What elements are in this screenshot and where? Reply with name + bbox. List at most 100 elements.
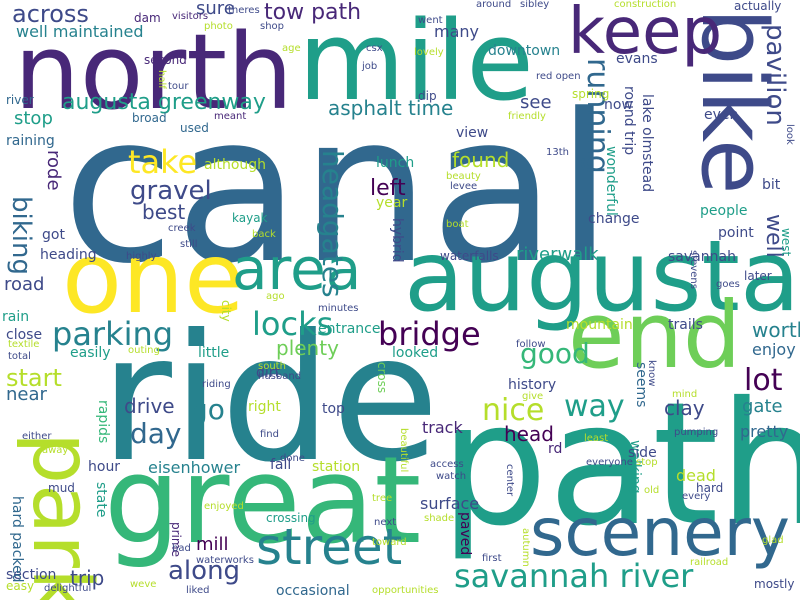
cloud-word: asphalt time [328,96,454,120]
cloud-word: dam [134,11,161,25]
cloud-word: shade [424,513,455,524]
cloud-word: way [564,389,625,424]
cloud-word: near [6,384,47,405]
cloud-word: worth [752,318,800,342]
cloud-word: left [370,176,406,201]
cloud-word: station [312,459,361,475]
cloud-word: south [258,361,286,372]
cloud-word: mud [48,481,75,495]
cloud-word: creek [168,223,196,234]
cloud-word: old [644,485,660,496]
cloud-word: pretty [740,422,789,441]
cloud-word: either [22,431,52,442]
cloud-word: paved [457,512,473,556]
cloud-word: shop [260,21,285,32]
cloud-word: right [248,399,281,415]
cloud-word: good [520,337,590,370]
cloud-word: now [604,97,633,113]
cloud-word: job [362,61,378,72]
cloud-word: city [219,300,233,322]
cloud-word: stevens [688,250,699,289]
cloud-word: csx [366,43,383,54]
cloud-word: great [104,432,422,571]
cloud-word: stop [636,457,658,468]
cloud-word: change [588,211,640,227]
cloud-word: minutes [318,303,359,314]
cloud-word: dirt [256,365,281,381]
cloud-word: heading [40,247,97,263]
cloud-word: age [282,43,301,54]
cloud-word: occasional [276,583,350,599]
cloud-word: glad [762,535,784,546]
cloud-word: every [682,491,711,502]
cloud-word: augusta greenway [62,90,266,115]
cloud-word: mill [196,534,229,555]
cloud-word: rd [548,441,563,457]
cloud-word: go [190,393,225,426]
cloud-word: second [144,53,187,67]
cloud-word: prime [169,522,183,557]
cloud-word: broad [132,111,167,125]
cloud-word: back [252,229,276,240]
cloud-word: pavilion [760,24,790,126]
cloud-word: evans [616,51,658,67]
cloud-word: little [198,345,230,361]
cloud-word: lake olmstead [639,94,655,193]
cloud-word: running [580,58,615,174]
cloud-word: fall [270,457,292,473]
cloud-word: away [42,445,69,456]
cloud-word: pumping [674,427,719,438]
cloud-word: autumn [520,528,531,567]
cloud-word: close [6,327,43,343]
cloud-word: state [93,482,109,518]
cloud-word: friendly [508,111,546,122]
cloud-word: top [322,401,345,417]
cloud-word: trails [668,317,703,333]
cloud-word: start [6,364,62,392]
cloud-word: tree [372,493,393,504]
cloud-word: around [476,0,512,10]
cloud-word: road [4,274,45,295]
cloud-word: construction [614,0,677,10]
cloud-word: west [779,228,793,257]
cloud-word: well [761,214,786,258]
cloud-word: tow path [264,0,362,25]
cloud-word: know [646,360,657,387]
cloud-word: end [568,282,742,389]
cloud-word: well maintained [16,22,144,41]
cloud-word: gate [742,396,783,417]
cloud-word: street [256,518,403,576]
cloud-word: boat [446,219,469,230]
cloud-word: first [482,553,502,564]
cloud-word: sure [196,0,235,19]
cloud-word: see [520,92,552,113]
cloud-word: center [504,464,515,497]
cloud-word: keep [568,0,723,69]
cloud-word: delightful [44,583,92,594]
cloud-word: walking [627,440,643,494]
cloud-word: headgates [316,150,349,298]
cloud-word: hard [696,481,724,495]
cloud-word: dip [418,89,437,103]
cloud-word: actually [734,0,782,13]
cloud-word: waterfalls [440,249,499,263]
cloud-word: path [440,366,800,564]
cloud-word: went [418,15,443,26]
cloud-word: parking [52,315,174,353]
cloud-word: downtown [488,43,561,59]
cloud-word: view [456,125,489,141]
cloud-word: park [14,432,109,600]
cloud-word: dead [676,466,716,485]
cloud-word: rapids [95,400,111,444]
cloud-word: enjoy [752,340,796,359]
cloud-word: entrance [318,321,381,337]
cloud-word: locks [252,305,334,343]
cloud-word: bridge [378,315,481,353]
cloud-word: bit [762,177,781,193]
cloud-word: bad [172,543,191,554]
cloud-word: found [452,148,510,172]
cloud-word: savannah [668,249,736,265]
cloud-word: hard packed [9,496,25,583]
cloud-word: mountain [566,317,633,333]
